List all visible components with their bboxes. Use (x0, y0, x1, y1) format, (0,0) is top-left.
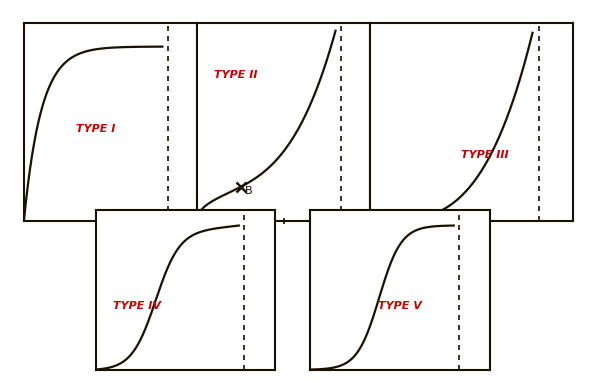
Text: TYPE IV: TYPE IV (113, 301, 161, 311)
Text: TYPE V: TYPE V (378, 301, 422, 311)
Text: TYPE III: TYPE III (461, 150, 509, 160)
Text: TYPE II: TYPE II (214, 70, 258, 80)
Text: TYPE I: TYPE I (76, 124, 115, 134)
Text: B: B (245, 186, 253, 197)
